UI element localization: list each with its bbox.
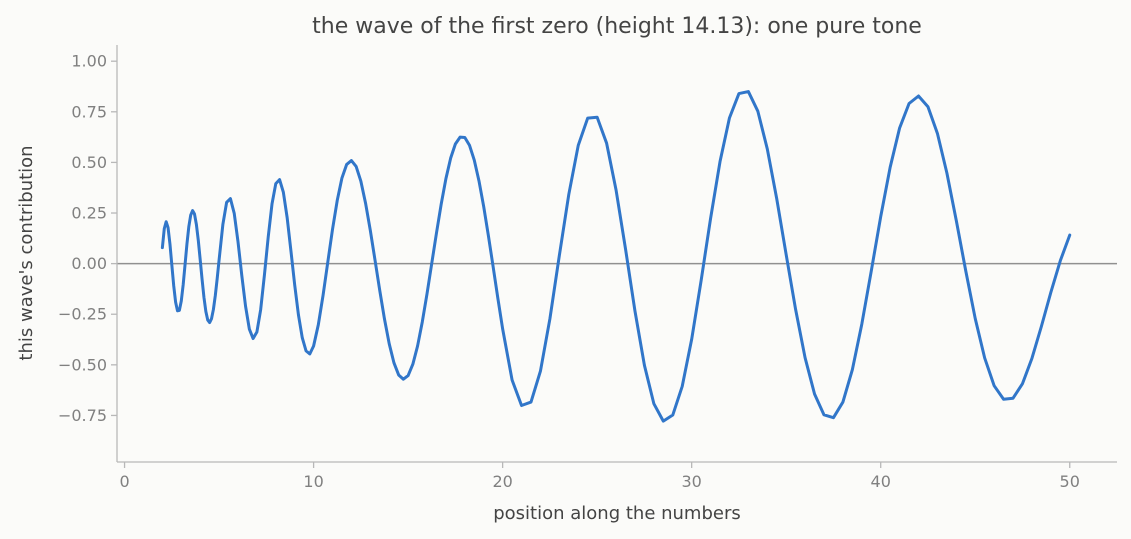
series-layer bbox=[160, 90, 1072, 423]
y-tick-label: −0.75 bbox=[58, 406, 107, 425]
x-axis-label: position along the numbers bbox=[493, 503, 741, 524]
y-tick-label: −0.25 bbox=[58, 305, 107, 324]
y-tick-label: 0.75 bbox=[71, 102, 107, 121]
x-tick-label: 40 bbox=[871, 472, 891, 491]
x-ticks: 0 10 20 30 40 50 bbox=[119, 462, 1080, 491]
y-tick-label: 1.00 bbox=[71, 52, 107, 71]
x-tick-label: 20 bbox=[492, 472, 512, 491]
chart-title: the wave of the first zero (height 14.13… bbox=[312, 14, 922, 39]
y-tick-label: −0.50 bbox=[58, 355, 107, 374]
x-tick-label: 30 bbox=[681, 472, 701, 491]
y-ticks: 1.00 0.75 0.50 0.25 0.00 −0.25 −0.50 −0.75 bbox=[58, 52, 117, 425]
x-tick-label: 0 bbox=[119, 472, 129, 491]
series-line-0 bbox=[160, 90, 1072, 423]
y-tick-label: 0.25 bbox=[71, 204, 107, 223]
x-tick-label: 50 bbox=[1060, 472, 1080, 491]
y-axis-label: this wave's contribution bbox=[16, 145, 37, 360]
y-tick-label: 0.50 bbox=[71, 153, 107, 172]
x-tick-label: 10 bbox=[303, 472, 323, 491]
y-tick-label: 0.00 bbox=[71, 254, 107, 273]
